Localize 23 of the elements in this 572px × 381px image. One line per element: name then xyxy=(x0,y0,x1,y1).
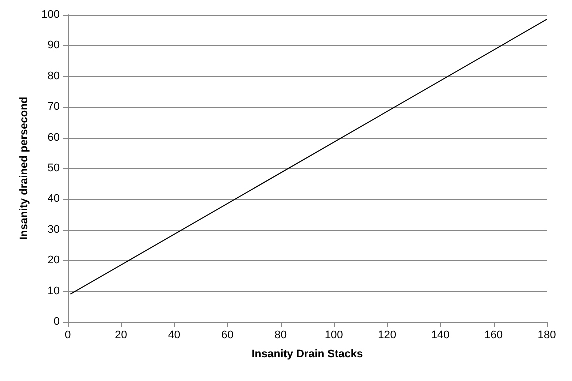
y-tick-label: 40 xyxy=(48,193,60,206)
y-tick-label: 50 xyxy=(48,162,60,174)
x-tick-label: 40 xyxy=(168,330,181,342)
y-tick-label: 20 xyxy=(48,254,60,267)
x-tick-label: 80 xyxy=(274,330,288,342)
y-tick-label: 70 xyxy=(48,101,60,114)
y-tick-label: 60 xyxy=(48,132,60,144)
y-tick-label: 10 xyxy=(48,285,60,298)
x-tick-label: 100 xyxy=(324,330,344,342)
x-tick-label: 160 xyxy=(484,330,503,342)
x-tick-label: 0 xyxy=(64,330,72,342)
y-tick-label: 30 xyxy=(48,224,60,236)
x-tick-label: 140 xyxy=(431,330,450,342)
x-axis-title: Insanity Drain Stacks xyxy=(252,348,364,360)
y-tick-label: 90 xyxy=(48,40,60,52)
x-tick-label: 180 xyxy=(538,330,556,342)
y-tick-label: 0 xyxy=(54,316,60,328)
y-tick-label: 80 xyxy=(48,70,60,82)
y-tick-label: 100 xyxy=(42,9,60,21)
x-tick-label: 120 xyxy=(378,330,397,342)
x-tick-label: 60 xyxy=(222,330,234,342)
x-tick-label: 20 xyxy=(115,330,128,342)
y-axis-title: Insanity drained persecond xyxy=(18,96,30,240)
